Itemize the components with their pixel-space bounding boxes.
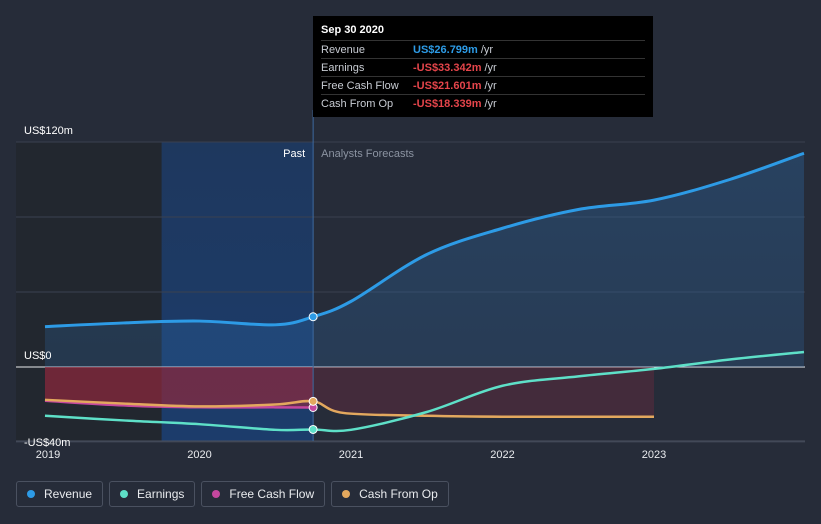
legend-label: Revenue — [44, 487, 93, 501]
legend-item-free-cash-flow[interactable]: Free Cash Flow — [201, 481, 326, 507]
tooltip-row-label: Cash From Op — [321, 97, 394, 110]
legend-label: Free Cash Flow — [229, 487, 315, 501]
tooltip-row-free-cash-flow: Free Cash Flow -US$21.601m /yr — [321, 76, 645, 94]
legend-item-earnings[interactable]: Earnings — [109, 481, 196, 507]
legend-dot-icon — [212, 490, 221, 498]
tooltip-row-value: -US$21.601m — [413, 79, 482, 92]
legend-item-revenue[interactable]: Revenue — [16, 481, 104, 507]
forecast-label: Analysts Forecasts — [321, 148, 414, 160]
tooltip-row-value: -US$18.339m — [413, 97, 482, 110]
y-tick-label: US$120m — [24, 125, 73, 137]
legend-label: Cash From Op — [359, 487, 438, 501]
y-tick-label: -US$40m — [24, 437, 70, 449]
tooltip-date: Sep 30 2020 — [321, 24, 384, 36]
x-tick-label: 2020 — [187, 449, 211, 461]
x-tick-label: 2021 — [339, 449, 363, 461]
x-tick-label: 2019 — [36, 449, 60, 461]
tooltip-row-unit: /yr — [484, 97, 497, 110]
tooltip-row-label: Revenue — [321, 43, 366, 56]
legend-dot-icon — [120, 490, 129, 498]
tooltip-row-label: Free Cash Flow — [321, 79, 399, 92]
tooltip-row-label: Earnings — [321, 61, 365, 74]
legend-item-cash-from-op[interactable]: Cash From Op — [331, 481, 449, 507]
earnings-line — [44, 350, 805, 433]
x-tick-label: 2023 — [642, 449, 666, 461]
revenue-marker — [308, 312, 318, 322]
tooltip: Sep 30 2020 Revenue US$26.799m /yr Earni… — [313, 16, 653, 117]
tooltip-row-revenue: Revenue US$26.799m /yr — [321, 40, 645, 58]
cash-from-op-marker — [308, 396, 318, 406]
x-tick-label: 2022 — [490, 449, 514, 461]
revenue-line — [44, 151, 805, 329]
cash-from-op-area — [44, 367, 655, 417]
tooltip-row-cash-from-op: Cash From Op -US$18.339m /yr — [321, 94, 645, 112]
legend: Revenue Earnings Free Cash Flow Cash Fro… — [16, 481, 449, 507]
tooltip-row-unit: /yr — [480, 43, 494, 56]
tooltip-row-unit: /yr — [484, 61, 497, 74]
tooltip-row-earnings: Earnings -US$33.342m /yr — [321, 58, 645, 76]
legend-dot-icon — [27, 490, 35, 498]
tooltip-row-value: -US$33.342m — [413, 61, 482, 74]
legend-dot-icon — [342, 490, 351, 498]
earnings-marker — [308, 424, 318, 434]
free-cash-flow-area — [44, 367, 314, 408]
revenue-area — [44, 153, 804, 367]
legend-label: Earnings — [137, 487, 185, 501]
past-label: Past — [283, 148, 305, 160]
cash-from-op-line — [44, 398, 655, 419]
tooltip-row-unit: /yr — [484, 79, 497, 92]
tooltip-row-value: US$26.799m — [413, 43, 478, 56]
y-tick-label: US$0 — [24, 350, 52, 362]
